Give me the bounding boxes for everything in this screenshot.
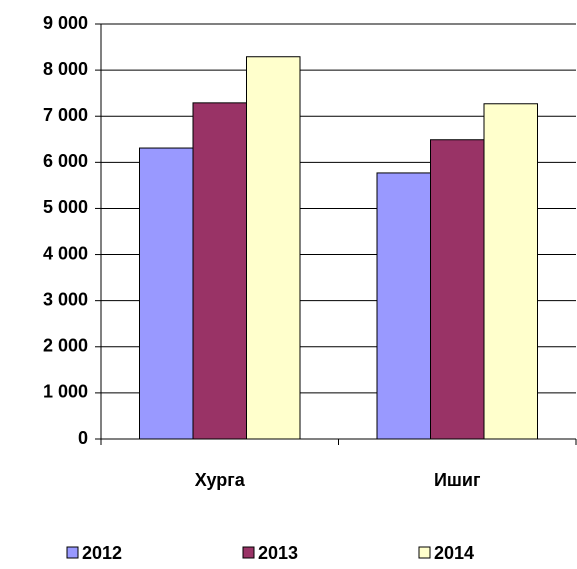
legend-label: 2013: [258, 543, 298, 563]
legend-swatch: [66, 546, 79, 559]
bar: [246, 56, 301, 440]
y-tick-label: 2 000: [43, 336, 88, 356]
legend-label: 2014: [434, 543, 474, 563]
legend-label: 2012: [82, 543, 122, 563]
y-tick-label: 3 000: [43, 289, 88, 309]
legend-swatch: [418, 546, 431, 559]
y-tick-label: 6 000: [43, 151, 88, 171]
x-tick-label: Хурга: [195, 470, 246, 490]
bar: [376, 172, 431, 440]
y-tick-label: 5 000: [43, 197, 88, 217]
bar: [430, 139, 485, 440]
y-tick-label: 4 000: [43, 243, 88, 263]
y-tick-label: 9 000: [43, 13, 88, 33]
bar: [139, 147, 194, 440]
legend-swatch: [242, 546, 255, 559]
y-tick-label: 0: [78, 428, 88, 448]
y-tick-label: 8 000: [43, 59, 88, 79]
x-tick-label: Ишиг: [434, 470, 481, 490]
y-tick-label: 1 000: [43, 382, 88, 402]
bar: [192, 102, 247, 440]
y-tick-label: 7 000: [43, 105, 88, 125]
bar: [483, 103, 538, 440]
